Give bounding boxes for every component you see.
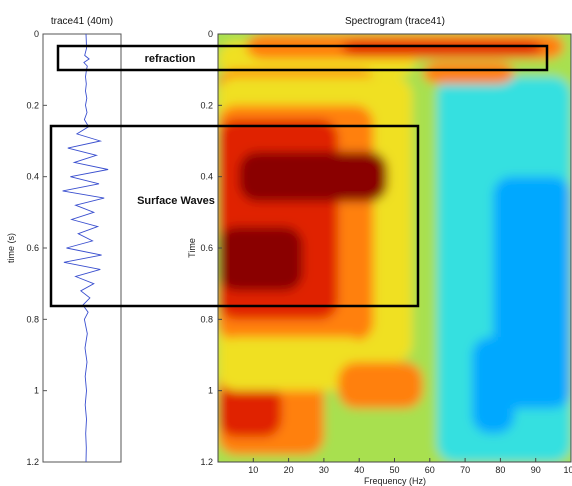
annotation-refraction: refraction [56,44,549,72]
refraction-box [56,44,549,72]
spectrogram-xtick-label: 60 [425,465,435,475]
heatmap-region [281,158,324,188]
surface-waves-box [49,124,420,308]
spectrogram-xtick-label: 100 [563,465,572,475]
spectrogram-xtick-label: 20 [284,465,294,475]
trace-ytick-label: 1.2 [26,457,39,467]
spectrogram-xlabel: Frequency (Hz) [364,476,426,486]
trace-ytick-label: 0.8 [26,314,39,324]
heatmap-region [218,226,303,291]
spectrogram-xtick-label: 10 [248,465,258,475]
heatmap-region [422,62,515,84]
trace-title: trace41 (40m) [51,16,113,27]
spectrogram-xtick-label: 50 [389,465,399,475]
spectrogram-ytick-label: 1.2 [200,457,213,467]
heatmap-region [472,337,515,434]
spectrogram-xtick-label: 40 [354,465,364,475]
trace-ytick-label: 0.6 [26,243,39,253]
trace-ytick-label: 1 [34,386,39,396]
spectrogram-ytick-label: 0.6 [200,243,213,253]
spectrogram-title: Spectrogram (trace41) [345,16,445,27]
heatmap-region [218,337,367,391]
trace-ytick-label: 0.4 [26,172,39,182]
spectrogram-y-ticks: 0 0.2 0.4 0.6 0.8 1 1.2 [200,29,222,467]
heatmap-region [341,41,543,56]
spectrogram-xtick-label: 70 [460,465,470,475]
spectrogram-ytick-label: 0.8 [200,314,213,324]
spectrogram-panel: Spectrogram (trace41) 00.20.40.60.811.2 … [187,16,572,486]
spectrogram-xtick-label: 30 [319,465,329,475]
trace-ytick-label: 0 [34,29,39,39]
refraction-label: refraction [145,53,196,65]
spectrogram-x-ticks: 10 20 30 40 50 60 70 80 90 100 [248,458,572,475]
spectrogram-ytick-label: 1 [208,386,213,396]
trace-y-ticks: 0 0.2 0.4 0.6 0.8 1 1.2 [26,29,47,467]
heatmap-region [218,383,282,438]
spectrogram-heatmap [218,34,571,462]
annotation-surface-waves: Surface Waves [49,124,420,308]
spectrogram-ytick-label: 0 [208,29,213,39]
trace-ytick-label: 0.2 [26,100,39,110]
trace-panel: trace41 (40m) 0 0.2 0.4 0.6 0.8 1 1.2 time (s) [6,16,122,467]
spectrogram-ylabel: Time [187,238,197,258]
trace-axes-frame [42,33,122,463]
spectrogram-xtick-label: 90 [531,465,541,475]
trace-series-line [62,34,109,462]
spectrogram-ytick-label: 0.2 [200,100,213,110]
heatmap-region [521,230,571,302]
heatmap-region [338,362,423,409]
surface-waves-label: Surface Waves [137,195,215,207]
trace-ylabel: time (s) [6,233,16,263]
spectrogram-xtick-label: 80 [495,465,505,475]
spectrogram-ytick-label: 0.4 [200,172,213,182]
